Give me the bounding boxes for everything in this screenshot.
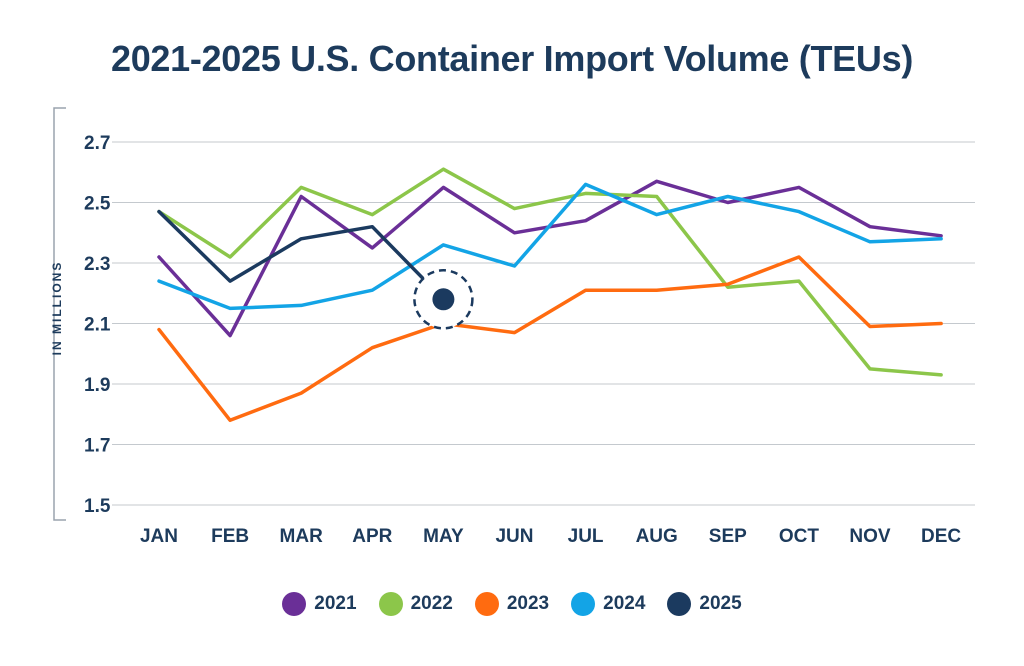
y-tick-label: 2.5 bbox=[84, 194, 111, 215]
legend-swatch bbox=[667, 592, 692, 616]
legend-item-2022: 2022 bbox=[378, 592, 453, 616]
chart-legend: 2021 2022 2023 2024 2025 bbox=[0, 592, 1024, 616]
legend-label: 2024 bbox=[603, 593, 646, 614]
legend-swatch bbox=[282, 592, 307, 616]
legend-item-2021: 2021 bbox=[282, 592, 357, 616]
legend-swatch bbox=[474, 592, 499, 616]
y-axis-label: IN MILLIONS bbox=[50, 261, 64, 356]
legend-swatch bbox=[378, 592, 403, 616]
legend-label: 2025 bbox=[699, 593, 742, 614]
series-line-2023 bbox=[157, 255, 943, 423]
y-tick-label: 1.9 bbox=[84, 375, 110, 396]
legend-item-2023: 2023 bbox=[474, 592, 550, 616]
legend-swatch bbox=[571, 592, 596, 616]
legend-label: 2021 bbox=[314, 593, 357, 614]
legend-item-2025: 2025 bbox=[667, 592, 742, 616]
x-tick-label: JAN bbox=[140, 526, 178, 547]
y-tick-label: 1.7 bbox=[84, 436, 110, 457]
x-tick-label: SEP bbox=[709, 526, 747, 547]
series-line-2024 bbox=[157, 182, 943, 311]
x-tick-label: APR bbox=[352, 526, 392, 547]
y-tick-label: 2.3 bbox=[84, 254, 110, 275]
x-tick-label: OCT bbox=[779, 526, 820, 547]
x-tick-label: JUL bbox=[568, 526, 604, 547]
legend-label: 2023 bbox=[506, 593, 550, 614]
legend-item-2024: 2024 bbox=[571, 592, 645, 616]
x-tick-label: JUN bbox=[495, 526, 533, 547]
x-tick-label: MAY bbox=[423, 526, 464, 547]
series-line-2025 bbox=[157, 209, 446, 302]
y-tick-label: 1.5 bbox=[84, 496, 111, 517]
data-point-2025 bbox=[432, 288, 455, 311]
y-tick-label: 2.7 bbox=[84, 133, 110, 154]
x-tick-label: FEB bbox=[211, 526, 249, 547]
x-tick-label: DEC bbox=[921, 526, 961, 547]
series-line-2022 bbox=[157, 167, 943, 377]
axis-bracket bbox=[53, 107, 66, 521]
y-tick-label: 2.1 bbox=[84, 315, 111, 336]
chart-title: 2021-2025 U.S. Container Import Volume (… bbox=[110, 38, 914, 79]
x-tick-label: NOV bbox=[849, 526, 891, 547]
legend-label: 2022 bbox=[410, 593, 453, 614]
x-tick-label: MAR bbox=[280, 526, 324, 547]
x-tick-label: AUG bbox=[636, 526, 678, 547]
